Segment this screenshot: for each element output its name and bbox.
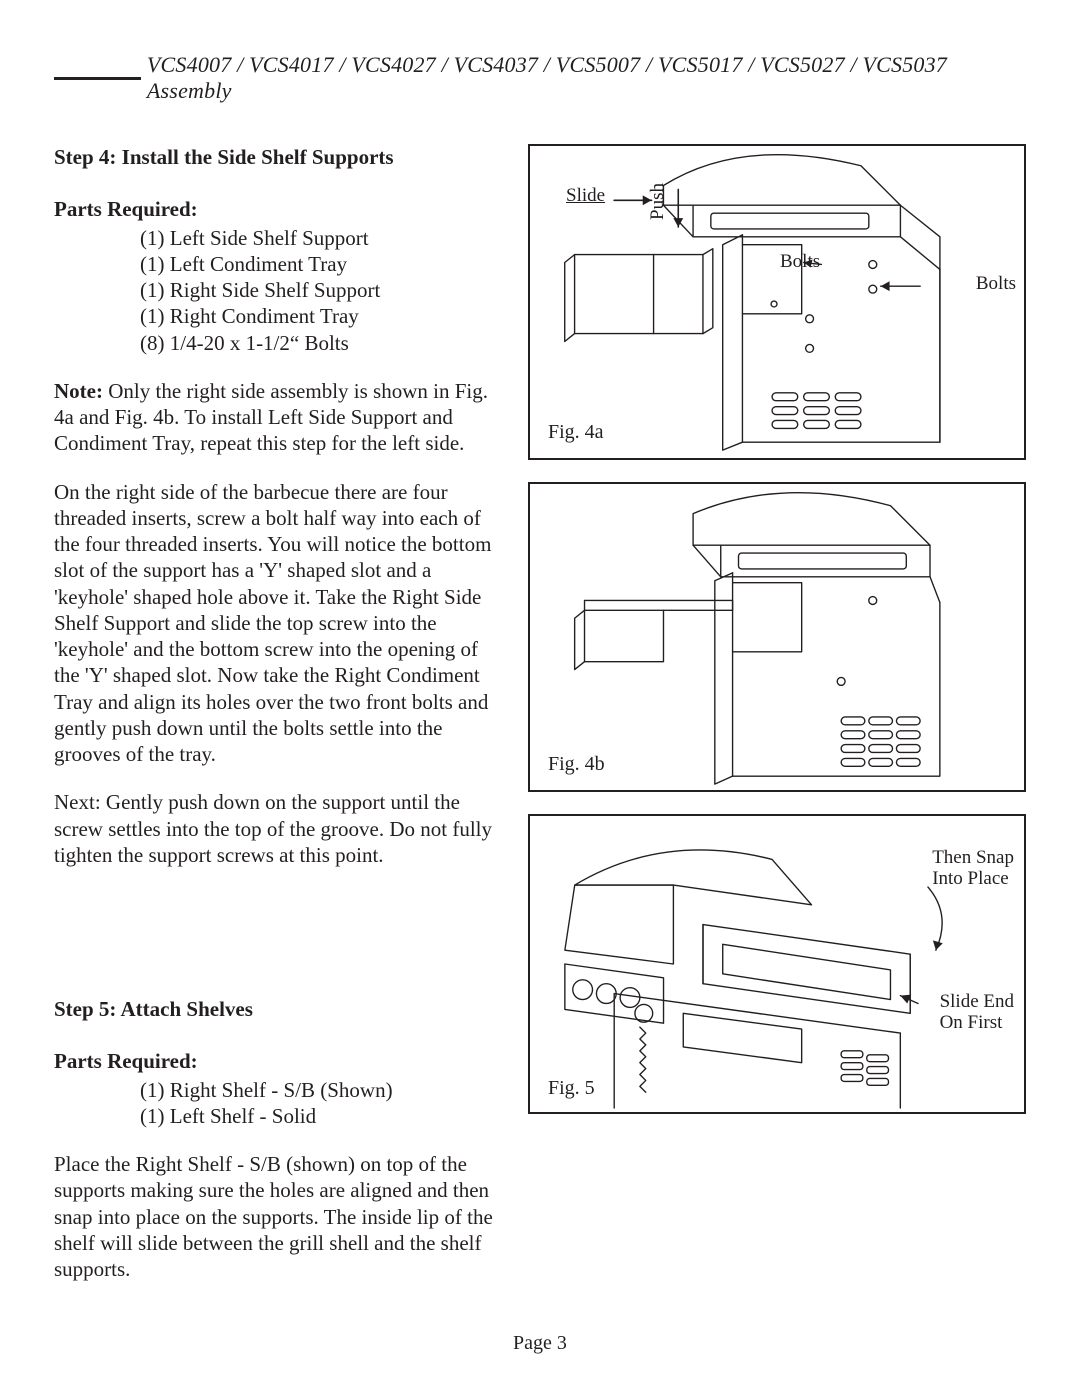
part-item: (1) Right Side Shelf Support (140, 277, 504, 303)
fig4b-diagram (530, 484, 1024, 790)
step5-para: Place the Right Shelf - S/B (shown) on t… (54, 1151, 504, 1282)
callout-slide: Slide (566, 186, 605, 207)
step4-para2: Next: Gently push down on the support un… (54, 789, 504, 868)
step4-note: Note: Only the right side assembly is sh… (54, 378, 504, 457)
part-item: (1) Left Shelf - Solid (140, 1103, 504, 1129)
callout-bolts-2: Bolts (976, 274, 1016, 295)
figure-5: Then Snap Into Place Slide End On First … (528, 814, 1026, 1114)
part-item: (1) Left Condiment Tray (140, 251, 504, 277)
part-item: (1) Right Shelf - S/B (Shown) (140, 1077, 504, 1103)
step5-parts-title: Parts Required: (54, 1048, 504, 1074)
page-header: VCS4007 / VCS4017 / VCS4027 / VCS4037 / … (54, 52, 1026, 104)
note-label: Note: (54, 379, 103, 403)
callout-snap: Then Snap Into Place (932, 848, 1014, 890)
fig5-label: Fig. 5 (548, 1077, 595, 1100)
step5-title: Step 5: Attach Shelves (54, 996, 504, 1022)
text-column: Step 4: Install the Side Shelf Supports … (54, 144, 504, 1304)
callout-slide-end: Slide End On First (940, 992, 1014, 1034)
step5-parts-list: (1) Right Shelf - S/B (Shown) (1) Left S… (54, 1077, 504, 1130)
step4-title: Step 4: Install the Side Shelf Supports (54, 144, 504, 170)
fig4a-label: Fig. 4a (548, 421, 604, 444)
part-item: (1) Right Condiment Tray (140, 303, 504, 329)
callout-push: Push (648, 183, 669, 220)
figure-4a: Slide Push Bolts Bolts Fig. 4a (528, 144, 1026, 460)
callout-bolts-1: Bolts (780, 252, 820, 273)
fig4b-label: Fig. 4b (548, 753, 605, 776)
page-number: Page 3 (0, 1332, 1080, 1355)
step4-parts-list: (1) Left Side Shelf Support (1) Left Con… (54, 225, 504, 356)
part-item: (1) Left Side Shelf Support (140, 225, 504, 251)
step4-parts-title: Parts Required: (54, 196, 504, 222)
header-rule-line (54, 77, 141, 80)
header-models: VCS4007 / VCS4017 / VCS4027 / VCS4037 / … (147, 52, 1026, 104)
part-item: (8) 1/4-20 x 1-1/2“ Bolts (140, 330, 504, 356)
figure-column: Slide Push Bolts Bolts Fig. 4a (528, 144, 1026, 1304)
note-text: Only the right side assembly is shown in… (54, 379, 488, 456)
figure-4b: Fig. 4b (528, 482, 1026, 792)
step4-para1: On the right side of the barbecue there … (54, 479, 504, 768)
